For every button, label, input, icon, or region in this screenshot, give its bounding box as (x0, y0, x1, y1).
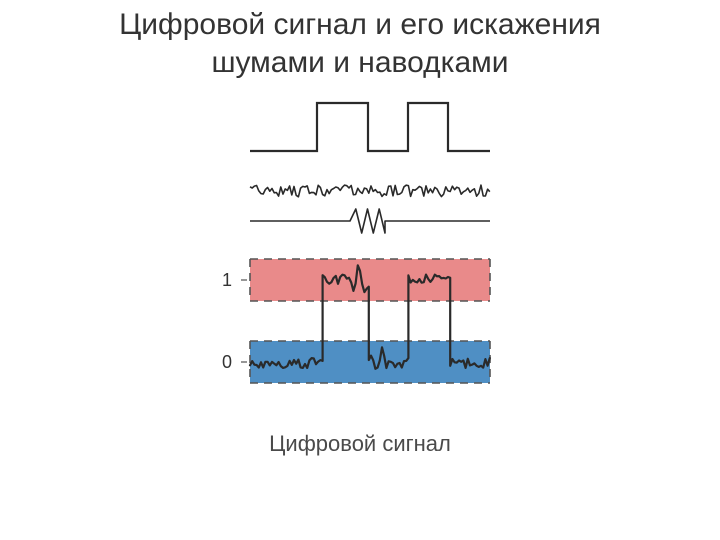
label-0: 0 (222, 352, 232, 372)
impulse-waveform (250, 209, 490, 233)
noise-waveform (250, 185, 490, 197)
diagram-container: 1 0 Цифровой сигнал (0, 91, 720, 471)
signal-diagram: 1 0 Цифровой сигнал (190, 91, 530, 471)
clean-signal (250, 103, 490, 151)
title-line-2: шумами и наводками (211, 46, 508, 79)
title-line-1: Цифровой сигнал и его искажения (119, 8, 601, 41)
band-high (250, 259, 490, 301)
page-title: Цифровой сигнал и его искажения шумами и… (0, 0, 720, 81)
label-1: 1 (222, 270, 232, 290)
diagram-caption: Цифровой сигнал (269, 431, 451, 456)
